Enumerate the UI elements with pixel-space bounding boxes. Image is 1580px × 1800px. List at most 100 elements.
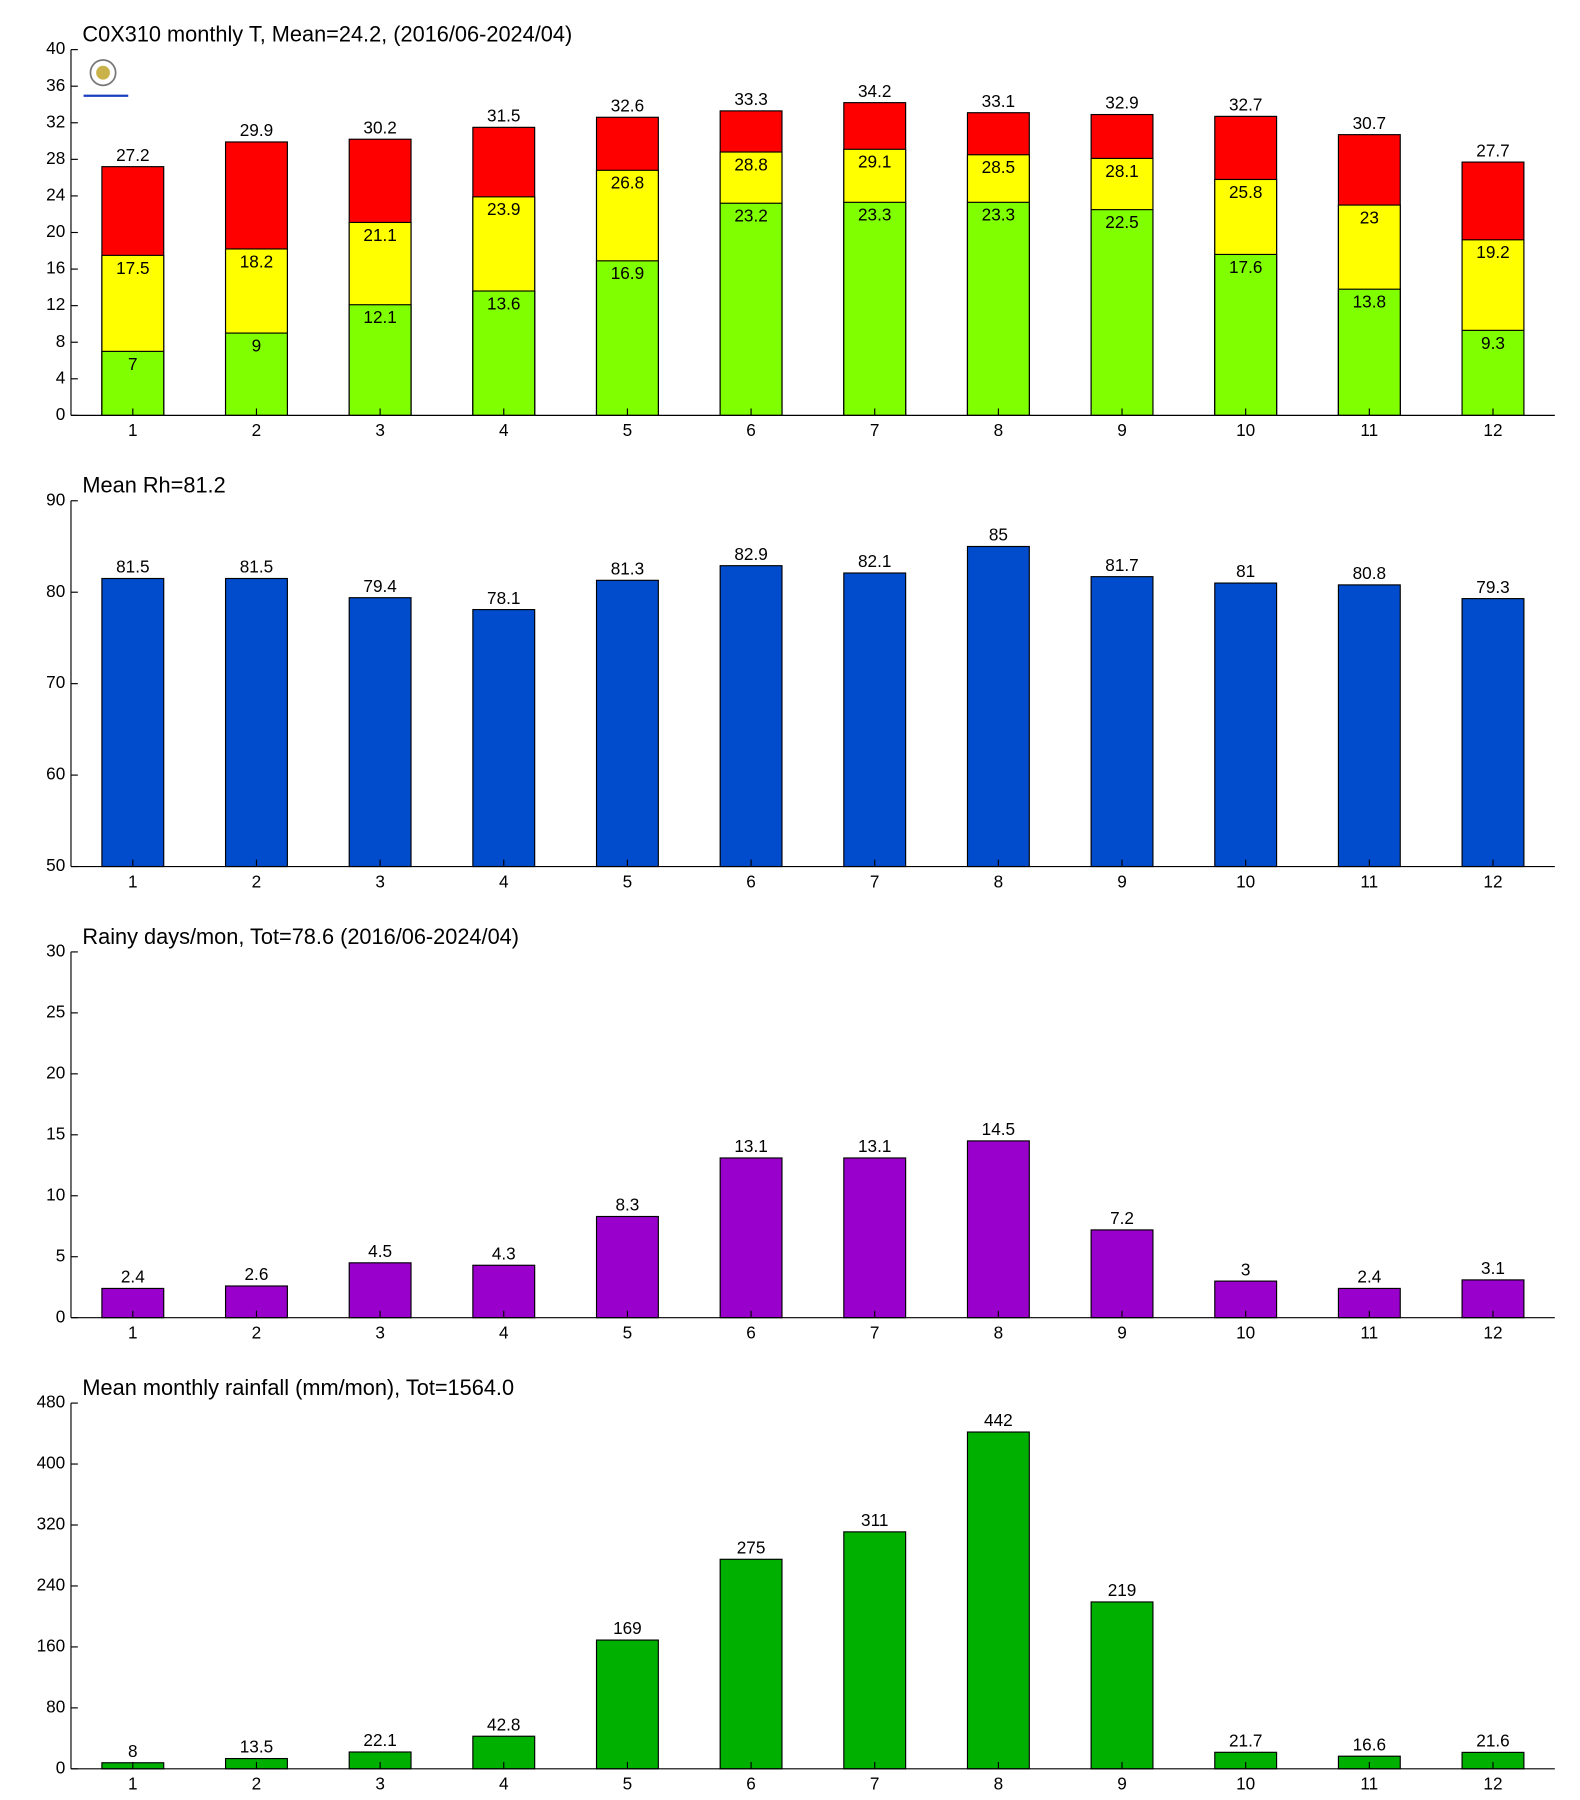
x-tick-label: 2 <box>252 420 262 440</box>
x-tick-label: 5 <box>623 871 633 891</box>
data-label: 4.3 <box>492 1243 516 1263</box>
data-label: 33.1 <box>982 91 1015 111</box>
data-label: 9.3 <box>1481 333 1505 353</box>
data-label: 25.8 <box>1229 182 1262 202</box>
data-label: 275 <box>737 1537 766 1557</box>
bar <box>719 1558 783 1770</box>
data-label: 12.1 <box>363 307 396 327</box>
bar <box>1461 598 1525 868</box>
y-tick-label: 80 <box>46 581 65 601</box>
bar <box>472 609 536 868</box>
x-tick-label: 6 <box>746 1322 756 1342</box>
data-label: 16.9 <box>611 263 644 283</box>
x-tick-label: 3 <box>375 1774 385 1794</box>
x-tick-label: 9 <box>1117 420 1127 440</box>
data-label: 33.3 <box>734 89 767 109</box>
y-tick-label: 15 <box>46 1123 65 1143</box>
y-tick-label: 16 <box>46 258 65 278</box>
bar <box>966 201 1030 416</box>
data-label: 19.2 <box>1476 242 1509 262</box>
x-tick-label: 12 <box>1483 420 1502 440</box>
y-tick-label: 5 <box>56 1245 66 1265</box>
bar <box>966 545 1030 868</box>
x-tick-label: 5 <box>623 1322 633 1342</box>
x-tick-label: 12 <box>1483 1322 1502 1342</box>
data-label: 169 <box>613 1618 642 1638</box>
y-tick-label: 25 <box>46 1001 65 1021</box>
x-tick-label: 6 <box>746 1774 756 1794</box>
y-tick-label: 20 <box>46 221 65 241</box>
data-label: 42.8 <box>487 1714 520 1734</box>
x-tick-label: 7 <box>870 871 880 891</box>
y-tick-label: 70 <box>46 672 65 692</box>
x-tick-label: 11 <box>1360 420 1378 440</box>
chart-title: Mean Rh=81.2 <box>82 473 225 498</box>
bar <box>1214 253 1278 416</box>
data-label: 32.9 <box>1105 93 1138 113</box>
data-label: 28.5 <box>982 157 1015 177</box>
bar <box>1090 1229 1154 1319</box>
x-tick-label: 9 <box>1117 1322 1127 1342</box>
x-tick-label: 10 <box>1236 871 1255 891</box>
data-label: 23.9 <box>487 199 520 219</box>
data-label: 28.1 <box>1105 161 1138 181</box>
x-tick-label: 8 <box>994 1322 1004 1342</box>
bar <box>719 565 783 868</box>
x-tick-label: 7 <box>870 1774 880 1794</box>
data-label: 81.5 <box>116 557 149 577</box>
x-tick-label: 4 <box>499 871 509 891</box>
data-label: 13.5 <box>240 1737 273 1757</box>
y-tick-label: 20 <box>46 1062 65 1082</box>
data-label: 82.9 <box>734 544 767 564</box>
bar <box>1337 584 1401 868</box>
x-tick-label: 1 <box>128 1322 138 1342</box>
y-tick-label: 240 <box>37 1574 66 1594</box>
x-tick-label: 12 <box>1483 871 1502 891</box>
data-label: 29.9 <box>240 120 273 140</box>
x-tick-label: 7 <box>870 420 880 440</box>
bar <box>1214 582 1278 868</box>
data-label: 29.1 <box>858 152 891 172</box>
data-label: 34.2 <box>858 81 891 101</box>
data-label: 28.8 <box>734 154 767 174</box>
bar <box>595 1215 659 1319</box>
x-tick-label: 1 <box>128 871 138 891</box>
x-tick-label: 12 <box>1483 1774 1502 1794</box>
data-label: 21.7 <box>1229 1730 1262 1750</box>
y-tick-label: 30 <box>46 940 65 960</box>
bar <box>843 1531 907 1770</box>
data-label: 27.7 <box>1476 140 1509 160</box>
data-label: 2.4 <box>1357 1267 1381 1287</box>
y-tick-label: 60 <box>46 764 65 784</box>
data-label: 85 <box>989 525 1008 545</box>
x-tick-label: 10 <box>1236 1774 1255 1794</box>
data-label: 23 <box>1360 207 1379 227</box>
data-label: 311 <box>861 1510 888 1530</box>
x-tick-label: 4 <box>499 420 509 440</box>
data-label: 18.2 <box>240 251 273 271</box>
data-label: 31.5 <box>487 105 520 125</box>
data-label: 2.4 <box>121 1267 145 1287</box>
bar <box>101 350 165 416</box>
data-label: 21.6 <box>1476 1731 1509 1751</box>
x-tick-label: 1 <box>128 1774 138 1794</box>
x-tick-label: 8 <box>994 871 1004 891</box>
bar <box>1461 329 1525 416</box>
data-label: 23.2 <box>734 206 767 226</box>
x-tick-label: 5 <box>623 1774 633 1794</box>
y-tick-label: 28 <box>46 148 65 168</box>
data-label: 22.5 <box>1105 212 1138 232</box>
y-tick-label: 0 <box>56 1757 66 1777</box>
data-label: 81.7 <box>1105 555 1138 575</box>
data-label: 3 <box>1241 1259 1251 1279</box>
x-tick-label: 11 <box>1360 871 1378 891</box>
bar <box>595 579 659 868</box>
data-label: 14.5 <box>982 1119 1015 1139</box>
data-label: 79.3 <box>1476 577 1509 597</box>
x-tick-label: 9 <box>1117 1774 1127 1794</box>
bar <box>1090 209 1154 416</box>
data-label: 81.3 <box>611 558 644 578</box>
x-tick-label: 2 <box>252 1774 262 1794</box>
data-label: 30.7 <box>1353 113 1386 133</box>
